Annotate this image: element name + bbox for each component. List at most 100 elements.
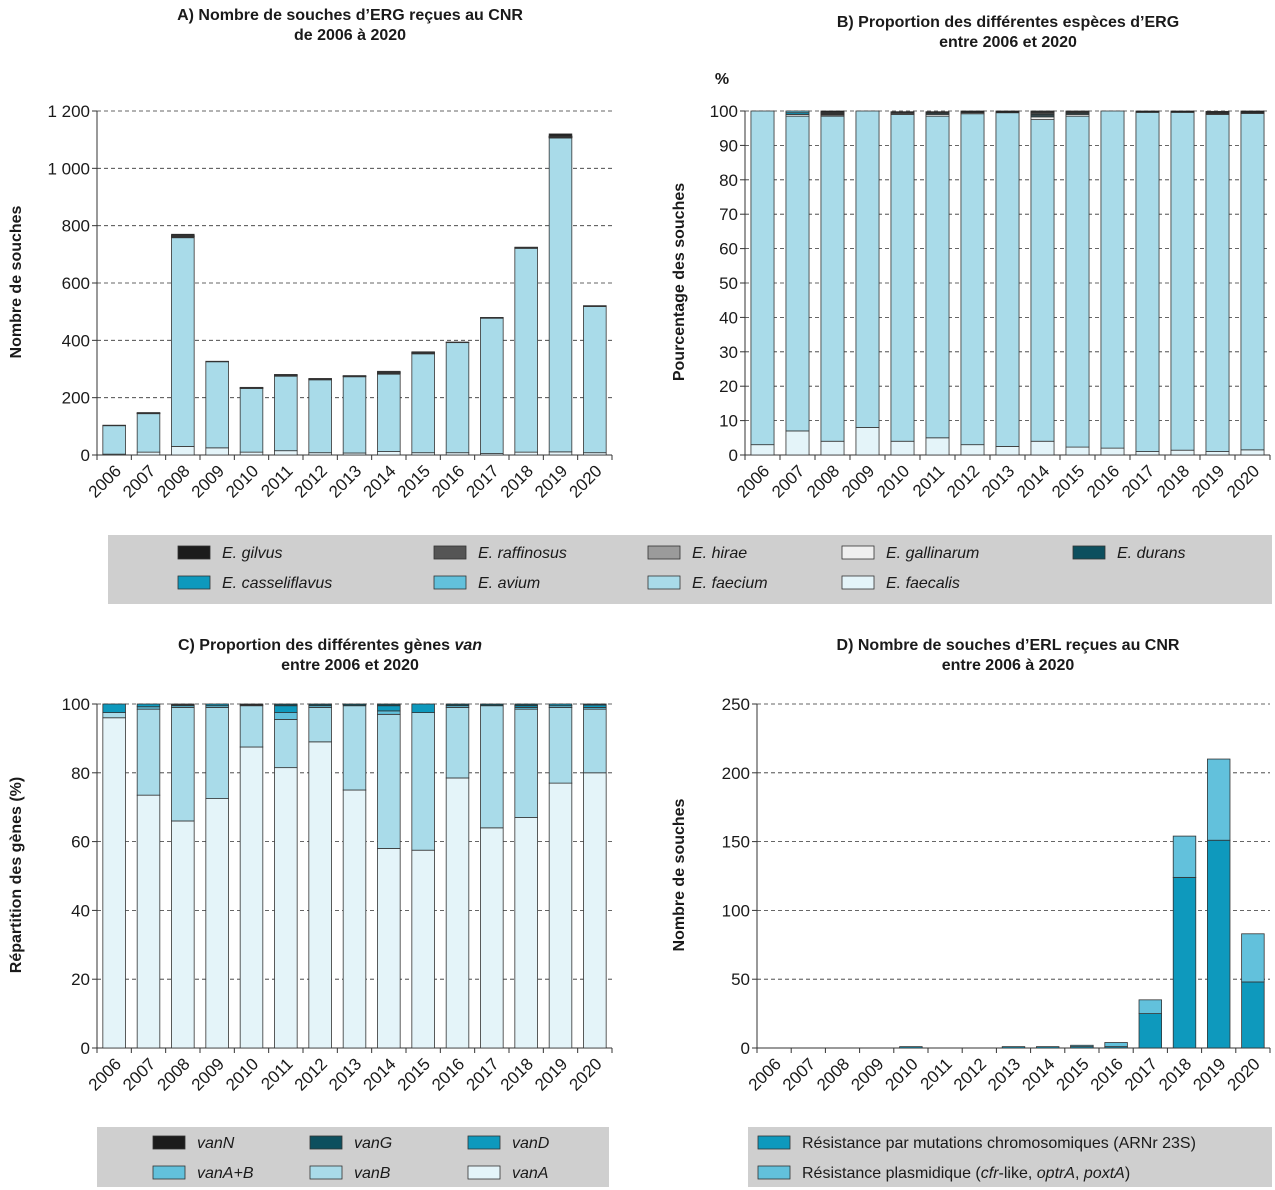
chart-d-ylabel: Nombre de souches xyxy=(671,798,688,951)
x-tick-label: 2007 xyxy=(768,461,808,501)
bar-segment xyxy=(1036,1046,1060,1049)
bar-segment xyxy=(102,425,126,455)
bar-segment xyxy=(205,798,229,1049)
legend-label: vanB xyxy=(354,1165,391,1182)
x-tick-label: 2008 xyxy=(813,1054,853,1094)
bar-segment xyxy=(377,705,401,712)
bar-segment xyxy=(411,353,435,454)
y-tick-label: 200 xyxy=(722,764,750,783)
bar-segment xyxy=(205,447,229,456)
bar-segment xyxy=(171,233,195,236)
bar-segment xyxy=(411,703,435,714)
legend-label: vanN xyxy=(197,1135,235,1152)
y-tick-label: 1 000 xyxy=(47,159,90,178)
x-tick-label: 2019 xyxy=(531,461,571,501)
bar-segment xyxy=(239,451,264,456)
legend-swatch xyxy=(177,575,211,590)
bar-segment xyxy=(583,772,607,1049)
bar-segment xyxy=(1030,119,1055,442)
bar-segment xyxy=(1070,1044,1094,1048)
bar-segment xyxy=(377,373,401,452)
x-tick-label: 2006 xyxy=(85,1054,125,1094)
bar-segment xyxy=(995,445,1020,456)
legend-item-species: E. faecium xyxy=(647,575,768,592)
y-tick-label: 20 xyxy=(71,970,90,989)
x-tick-label: 2020 xyxy=(1224,1054,1264,1094)
y-tick-label: 60 xyxy=(719,240,738,259)
x-tick-label: 2011 xyxy=(909,461,948,500)
x-tick-label: 2012 xyxy=(943,461,983,501)
bar-segment xyxy=(890,440,915,456)
bar-segment xyxy=(377,710,401,715)
legend-label: E. hirae xyxy=(692,545,747,562)
bar-segment xyxy=(274,375,298,452)
y-tick-label: 100 xyxy=(722,901,750,920)
bar-segment xyxy=(925,437,950,456)
legend-swatch xyxy=(1072,545,1106,560)
bar-segment xyxy=(960,110,985,114)
bar-segment xyxy=(1172,835,1197,878)
x-tick-label: 2019 xyxy=(531,1054,571,1094)
legend-item-species: E. avium xyxy=(433,575,540,592)
y-tick-label: 100 xyxy=(62,695,90,714)
bar-segment xyxy=(274,767,298,1049)
x-tick-label: 2018 xyxy=(497,1054,537,1094)
bar-segment xyxy=(274,705,298,713)
bar-segment xyxy=(548,707,573,784)
bar-segment xyxy=(514,247,538,453)
x-tick-label: 2015 xyxy=(1048,461,1088,501)
chart-b-title-line1: B) Proportion des différentes espèces d’… xyxy=(837,14,1179,31)
bar-segment xyxy=(1030,116,1055,120)
bar-segment xyxy=(445,777,470,1049)
x-tick-label: 2009 xyxy=(188,1054,228,1094)
chart-d-title-line2: entre 2006 à 2020 xyxy=(942,657,1075,674)
bar-segment xyxy=(239,746,264,1049)
bar-segment xyxy=(205,361,229,449)
x-tick-label: 2014 xyxy=(359,1054,399,1094)
bar-segment xyxy=(514,703,538,707)
bar-segment xyxy=(960,444,985,456)
bar-segment xyxy=(1030,110,1055,113)
bar-segment xyxy=(445,341,470,344)
legend-item-species: E. faecalis xyxy=(841,575,960,592)
legend-swatch xyxy=(177,545,211,560)
x-tick-label: 2014 xyxy=(1018,1054,1058,1094)
y-tick-label: 200 xyxy=(62,389,90,408)
legend-label: E. durans xyxy=(1117,545,1185,562)
bar-segment xyxy=(239,705,264,748)
legend-item-gene: vanD xyxy=(467,1135,550,1152)
bar-segment xyxy=(855,427,880,456)
bar-segment xyxy=(548,703,573,707)
x-tick-label: 2006 xyxy=(733,461,773,501)
legend-swatch xyxy=(309,1165,343,1180)
y-tick-label: 1 200 xyxy=(47,102,90,121)
bar-segment xyxy=(136,708,161,796)
legend-swatch xyxy=(152,1135,186,1150)
legend-swatch xyxy=(757,1135,791,1150)
bar-segment xyxy=(890,111,915,114)
bar-segment xyxy=(239,386,264,389)
x-tick-label: 2007 xyxy=(119,461,159,501)
bar-segment xyxy=(205,703,229,707)
bar-segment xyxy=(1030,440,1055,456)
bar-segment xyxy=(514,451,538,456)
legend-label: E. gilvus xyxy=(222,545,282,562)
legend-item-erl: Résistance par mutations chromosomiques … xyxy=(757,1135,1196,1152)
x-tick-label: 2009 xyxy=(847,1054,887,1094)
bar-segment xyxy=(1241,981,1265,1049)
x-tick-label: 2020 xyxy=(565,1054,605,1094)
bar-segment xyxy=(995,112,1020,447)
x-tick-label: 2006 xyxy=(745,1054,785,1094)
bar-segment xyxy=(411,351,435,353)
bar-segment xyxy=(1205,110,1230,114)
chart-b-title-line2: entre 2006 et 2020 xyxy=(939,34,1077,51)
chart-b-ylabel: Pourcentage des souches xyxy=(671,183,688,381)
x-tick-label: 2012 xyxy=(291,461,331,501)
legend-swatch xyxy=(309,1135,343,1150)
x-tick-label: 2011 xyxy=(257,1054,296,1093)
bar-segment xyxy=(377,370,401,373)
legend-label: E. faecalis xyxy=(886,575,960,592)
bar-segment xyxy=(377,703,401,707)
legend-swatch xyxy=(433,575,467,590)
bar-segment xyxy=(308,379,332,454)
